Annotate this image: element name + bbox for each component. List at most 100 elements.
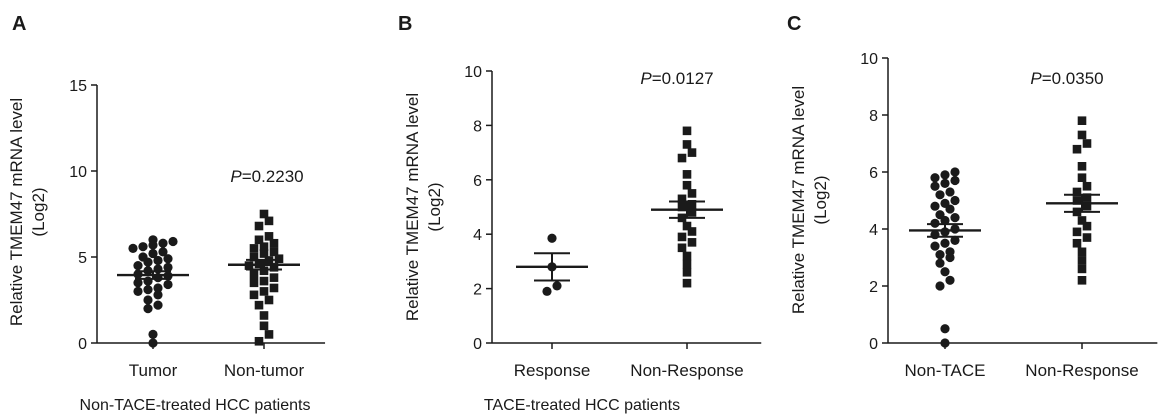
panel-b-point — [687, 199, 697, 209]
panel-a-point — [269, 273, 279, 282]
panel-a-point — [163, 254, 173, 264]
panel-c-ylabel-unit: (Log2) — [811, 175, 830, 224]
panel-c-point — [950, 175, 960, 186]
panel-a-point — [143, 295, 153, 305]
panel-c-point — [1077, 162, 1087, 171]
panel-c-ytick-label: 10 — [860, 51, 878, 68]
panel-b-point — [687, 189, 697, 198]
panel-b-ytick-label: 0 — [473, 336, 482, 353]
panel-a-ylabel: Relative TMEM47 mRNA level — [7, 98, 26, 326]
panel-c-point — [935, 281, 945, 291]
panel-a-ytick-label: 15 — [69, 78, 87, 95]
panel-a-point — [153, 300, 163, 310]
panel-a-point — [158, 247, 168, 257]
panel-a-point — [269, 247, 279, 257]
panel-c-point — [940, 170, 950, 180]
panel-c-point — [1082, 139, 1092, 148]
panel-b-category-response: Response — [514, 361, 591, 380]
panel-c-point — [950, 235, 960, 245]
panel-c-point — [1077, 216, 1087, 225]
panel-c-point — [1077, 116, 1087, 125]
panel-a-point — [269, 238, 279, 248]
panel-a-point — [274, 254, 284, 264]
panel-a-point — [259, 242, 269, 251]
panel-b-point — [687, 148, 697, 157]
panel-c-point — [1072, 238, 1082, 248]
panel-c-ytick-label: 4 — [869, 222, 878, 239]
panel-c-ytick-label: 0 — [869, 336, 878, 353]
panel-a-point — [264, 295, 274, 305]
panel-a-point — [269, 263, 279, 272]
panel-c-point — [940, 338, 950, 348]
panel-a-point — [143, 304, 153, 314]
panel-c-point — [1072, 227, 1082, 237]
panel-a-point — [254, 336, 264, 346]
panel-b-pvalue: P=0.0127 — [640, 69, 713, 88]
panel-c-point — [950, 167, 960, 177]
panel-b-point — [677, 194, 687, 204]
panel-b-point — [542, 286, 552, 296]
panel-c-point — [935, 258, 945, 268]
panel-c-point — [1077, 276, 1087, 285]
panel-a-point — [168, 236, 178, 247]
panel-b-ytick-label: 4 — [473, 227, 482, 244]
panel-a-category-non-tumor: Non-tumor — [224, 361, 305, 380]
panel-c-point — [930, 173, 940, 183]
panel-a-point — [254, 300, 264, 310]
panel-a-point — [148, 248, 158, 259]
panel-b-point — [687, 208, 697, 217]
panel-c-point — [1077, 130, 1087, 140]
panel-c-point — [1082, 233, 1092, 242]
panel-a-point — [249, 278, 259, 288]
panel-c-point — [1077, 173, 1087, 182]
panel-b-ytick-label: 8 — [473, 118, 482, 135]
panel-a-point — [249, 252, 259, 262]
panel-a-point — [259, 276, 269, 286]
panel-a-ytick-label: 5 — [78, 250, 87, 267]
panel-a-ytick-label: 10 — [69, 164, 87, 181]
panel-c-ytick-label: 2 — [869, 279, 878, 296]
panel-c-pvalue: P=0.0350 — [1030, 69, 1103, 88]
panel-c-point — [950, 195, 960, 206]
panel-b-xlabel: TACE-treated HCC patients — [484, 397, 680, 414]
panel-b-letter: B — [398, 13, 412, 35]
panel-a-point — [163, 262, 173, 272]
panel-b-point — [547, 233, 557, 243]
panel-b-point — [682, 251, 692, 261]
panel-c-point — [940, 324, 950, 334]
panel-b-point — [682, 170, 692, 179]
panel-a: A Relative TMEM47 mRNA level (Log2) Non-… — [7, 13, 326, 414]
panel-c-point — [930, 201, 940, 211]
panel-b-point — [677, 202, 687, 212]
panel-a-point — [148, 329, 158, 339]
panel-a-point — [153, 283, 163, 293]
panel-a-xlabel: Non-TACE-treated HCC patients — [80, 397, 311, 414]
panel-a-ytick-label: 0 — [78, 336, 87, 353]
panel-a-point — [259, 266, 269, 276]
panel-a-point — [264, 216, 274, 226]
panel-c-point — [950, 213, 960, 223]
panel-a-point — [249, 290, 259, 300]
panel-b-ylabel-unit: (Log2) — [425, 182, 444, 231]
panel-a-category-tumor: Tumor — [129, 361, 178, 380]
panel-c-point — [1082, 221, 1092, 231]
panel-c-point — [1082, 193, 1092, 202]
panel-b-point — [682, 126, 692, 136]
panel-c-point — [945, 187, 955, 197]
panel-b-point — [677, 153, 687, 163]
panel-c-point — [945, 252, 955, 263]
panel-c-point — [1072, 187, 1082, 197]
panel-c-point — [1072, 196, 1082, 205]
panel-a-point — [259, 311, 269, 320]
panel-b-ylabel: Relative TMEM47 mRNA level — [403, 93, 422, 321]
panel-a-point — [259, 209, 269, 219]
panel-a-point — [249, 244, 259, 253]
panel-a-point — [153, 290, 163, 300]
panel-c-point — [940, 215, 950, 226]
panel-c-point — [940, 238, 950, 248]
panel-a-point — [259, 287, 269, 296]
panel-a-point — [128, 243, 138, 253]
panel-a-point — [138, 242, 148, 252]
panel-a-point — [249, 269, 259, 279]
